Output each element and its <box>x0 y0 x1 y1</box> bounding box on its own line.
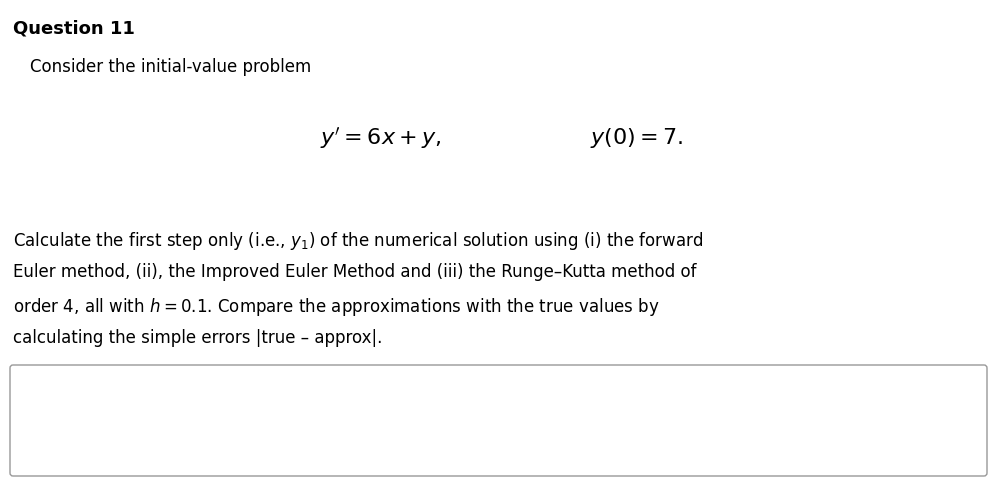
Text: Consider the initial-value problem: Consider the initial-value problem <box>30 58 311 76</box>
Text: order 4, all with $h = 0.1$. Compare the approximations with the true values by: order 4, all with $h = 0.1$. Compare the… <box>13 296 660 318</box>
Text: $\mathit{y'} = 6x + y,$: $\mathit{y'} = 6x + y,$ <box>320 125 442 151</box>
Text: Question 11: Question 11 <box>13 20 135 38</box>
Text: $y(0) = 7.$: $y(0) = 7.$ <box>590 126 683 150</box>
FancyBboxPatch shape <box>10 365 987 476</box>
Text: calculating the simple errors |true – approx|.: calculating the simple errors |true – ap… <box>13 329 383 347</box>
Text: Euler method, (ii), the Improved Euler Method and (iii) the Runge–Kutta method o: Euler method, (ii), the Improved Euler M… <box>13 263 697 281</box>
Text: Calculate the first step only (i.e., $y_1$) of the numerical solution using (i) : Calculate the first step only (i.e., $y_… <box>13 230 703 252</box>
